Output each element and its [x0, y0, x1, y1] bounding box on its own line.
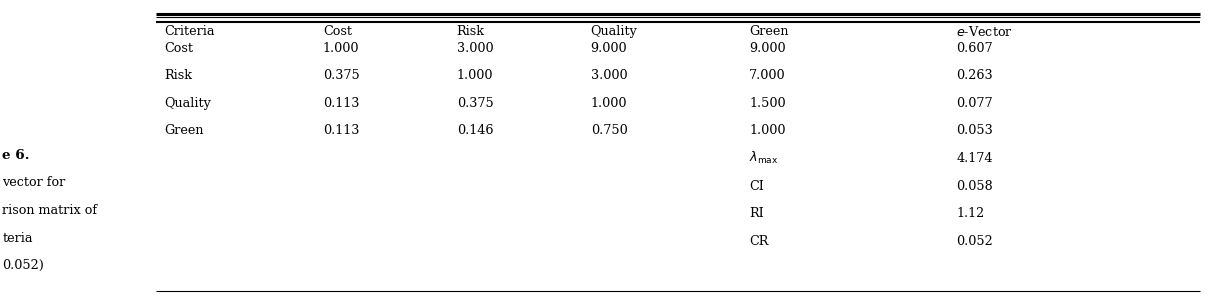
Text: 9.000: 9.000	[749, 41, 786, 55]
Text: Quality: Quality	[591, 25, 637, 38]
Text: 0.750: 0.750	[591, 124, 627, 137]
Text: RI: RI	[749, 207, 764, 220]
Text: 0.052: 0.052	[956, 235, 993, 248]
Text: 0.263: 0.263	[956, 69, 993, 82]
Text: 0.113: 0.113	[323, 97, 359, 110]
Text: 1.500: 1.500	[749, 97, 786, 110]
Text: e 6.: e 6.	[2, 149, 30, 162]
Text: Quality: Quality	[164, 97, 211, 110]
Text: Risk: Risk	[164, 69, 192, 82]
Text: 0.146: 0.146	[457, 124, 493, 137]
Text: 1.000: 1.000	[457, 69, 493, 82]
Text: CR: CR	[749, 235, 769, 248]
Text: 0.052): 0.052)	[2, 259, 44, 272]
Text: Green: Green	[749, 25, 788, 38]
Text: $\lambda_{\max}$: $\lambda_{\max}$	[749, 150, 778, 167]
Text: 1.000: 1.000	[749, 124, 786, 137]
Text: 0.077: 0.077	[956, 97, 993, 110]
Text: 1.12: 1.12	[956, 207, 984, 220]
Text: Criteria: Criteria	[164, 25, 214, 38]
Text: 0.058: 0.058	[956, 179, 993, 193]
Text: 3.000: 3.000	[457, 41, 493, 55]
Text: 1.000: 1.000	[323, 41, 359, 55]
Text: 0.607: 0.607	[956, 41, 993, 55]
Text: 0.375: 0.375	[457, 97, 493, 110]
Text: Cost: Cost	[323, 25, 352, 38]
Text: 0.053: 0.053	[956, 124, 993, 137]
Text: 7.000: 7.000	[749, 69, 786, 82]
Text: 1.000: 1.000	[591, 97, 627, 110]
Text: $e$-Vector: $e$-Vector	[956, 25, 1013, 38]
Text: Cost: Cost	[164, 41, 194, 55]
Text: rison matrix of: rison matrix of	[2, 204, 97, 217]
Text: 0.375: 0.375	[323, 69, 359, 82]
Text: 3.000: 3.000	[591, 69, 627, 82]
Text: Green: Green	[164, 124, 203, 137]
Text: 9.000: 9.000	[591, 41, 627, 55]
Text: teria: teria	[2, 232, 33, 245]
Text: Risk: Risk	[457, 25, 485, 38]
Text: CI: CI	[749, 179, 764, 193]
Text: 0.113: 0.113	[323, 124, 359, 137]
Text: vector for: vector for	[2, 176, 66, 190]
Text: 4.174: 4.174	[956, 152, 993, 165]
